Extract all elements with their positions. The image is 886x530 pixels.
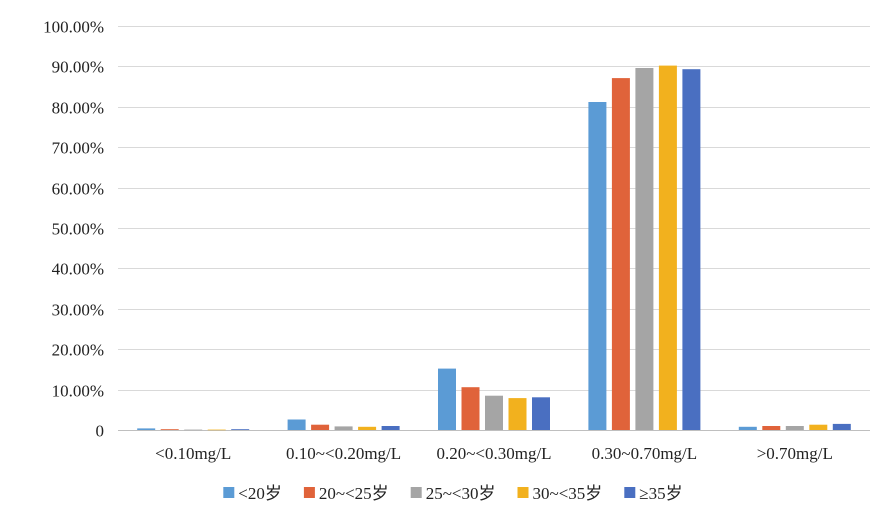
bar — [762, 426, 781, 430]
legend-swatch — [303, 487, 315, 498]
bar — [658, 65, 677, 430]
bar — [738, 426, 757, 430]
x-tick-label: 0.30~0.70mg/L — [592, 444, 698, 463]
bar — [532, 397, 550, 430]
bar — [231, 429, 250, 430]
y-tick-label: 80.00% — [52, 99, 104, 118]
bar — [381, 426, 400, 430]
bar — [358, 426, 377, 430]
legend-label: <20岁 — [238, 484, 282, 503]
x-axis-tick-labels: <0.10mg/L 0.10~<0.20mg/L 0.20~<0.30mg/L 0.3… — [155, 444, 833, 463]
legend-swatch — [410, 487, 422, 498]
legend-item: ≥35岁 — [624, 484, 683, 503]
x-tick-label: 0.10~<0.20mg/L — [286, 444, 401, 463]
y-tick-label: 0 — [96, 422, 105, 441]
x-tick-label: 0.20~<0.30mg/L — [436, 444, 551, 463]
y-tick-label: 50.00% — [52, 220, 104, 239]
bar — [611, 78, 630, 430]
legend-item: 25~<30岁 — [410, 484, 496, 503]
bar — [588, 102, 607, 430]
y-tick-label: 100.00% — [43, 18, 104, 37]
y-tick-label: 70.00% — [52, 139, 104, 158]
y-tick-label: 20.00% — [52, 341, 104, 360]
bar — [635, 68, 654, 430]
x-tick-label: >0.70mg/L — [757, 444, 833, 463]
legend-label: 25~<30岁 — [426, 484, 496, 503]
legend-swatch — [223, 487, 235, 498]
legend-item: 30~<35岁 — [517, 484, 603, 503]
legend-label: 20~<25岁 — [319, 484, 389, 503]
legend-item: 20~<25岁 — [303, 484, 389, 503]
bar — [508, 398, 527, 430]
y-tick-label: 60.00% — [52, 180, 104, 199]
bar — [461, 387, 480, 430]
bar — [137, 428, 156, 430]
bar — [334, 426, 353, 430]
legend: <20岁 20~<25岁 25~<30岁 30~<35岁 ≥35岁 — [223, 484, 683, 503]
x-tick-label: <0.10mg/L — [155, 444, 231, 463]
y-tick-label: 40.00% — [52, 260, 104, 279]
y-axis-tick-labels: 0 10.00% 20.00% 30.00% 40.00% 50.00% 60.00% 70.… — [43, 18, 104, 441]
bar — [311, 424, 330, 430]
legend-item: <20岁 — [223, 484, 282, 503]
y-tick-label: 90.00% — [52, 58, 104, 77]
bar — [832, 423, 851, 430]
bar — [485, 395, 503, 430]
bar — [809, 424, 828, 430]
bar — [184, 429, 203, 431]
bar — [207, 429, 226, 431]
legend-swatch — [624, 487, 636, 498]
bar — [785, 426, 804, 430]
legend-swatch — [517, 487, 529, 498]
y-tick-label: 30.00% — [52, 301, 104, 320]
gridlines — [118, 26, 870, 431]
bar — [160, 429, 179, 430]
bar — [438, 368, 456, 430]
y-tick-label: 10.00% — [52, 382, 104, 401]
legend-label: ≥35岁 — [639, 484, 682, 503]
bar — [682, 69, 701, 430]
bar — [287, 419, 306, 430]
bars — [137, 65, 851, 431]
legend-label: 30~<35岁 — [533, 484, 603, 503]
